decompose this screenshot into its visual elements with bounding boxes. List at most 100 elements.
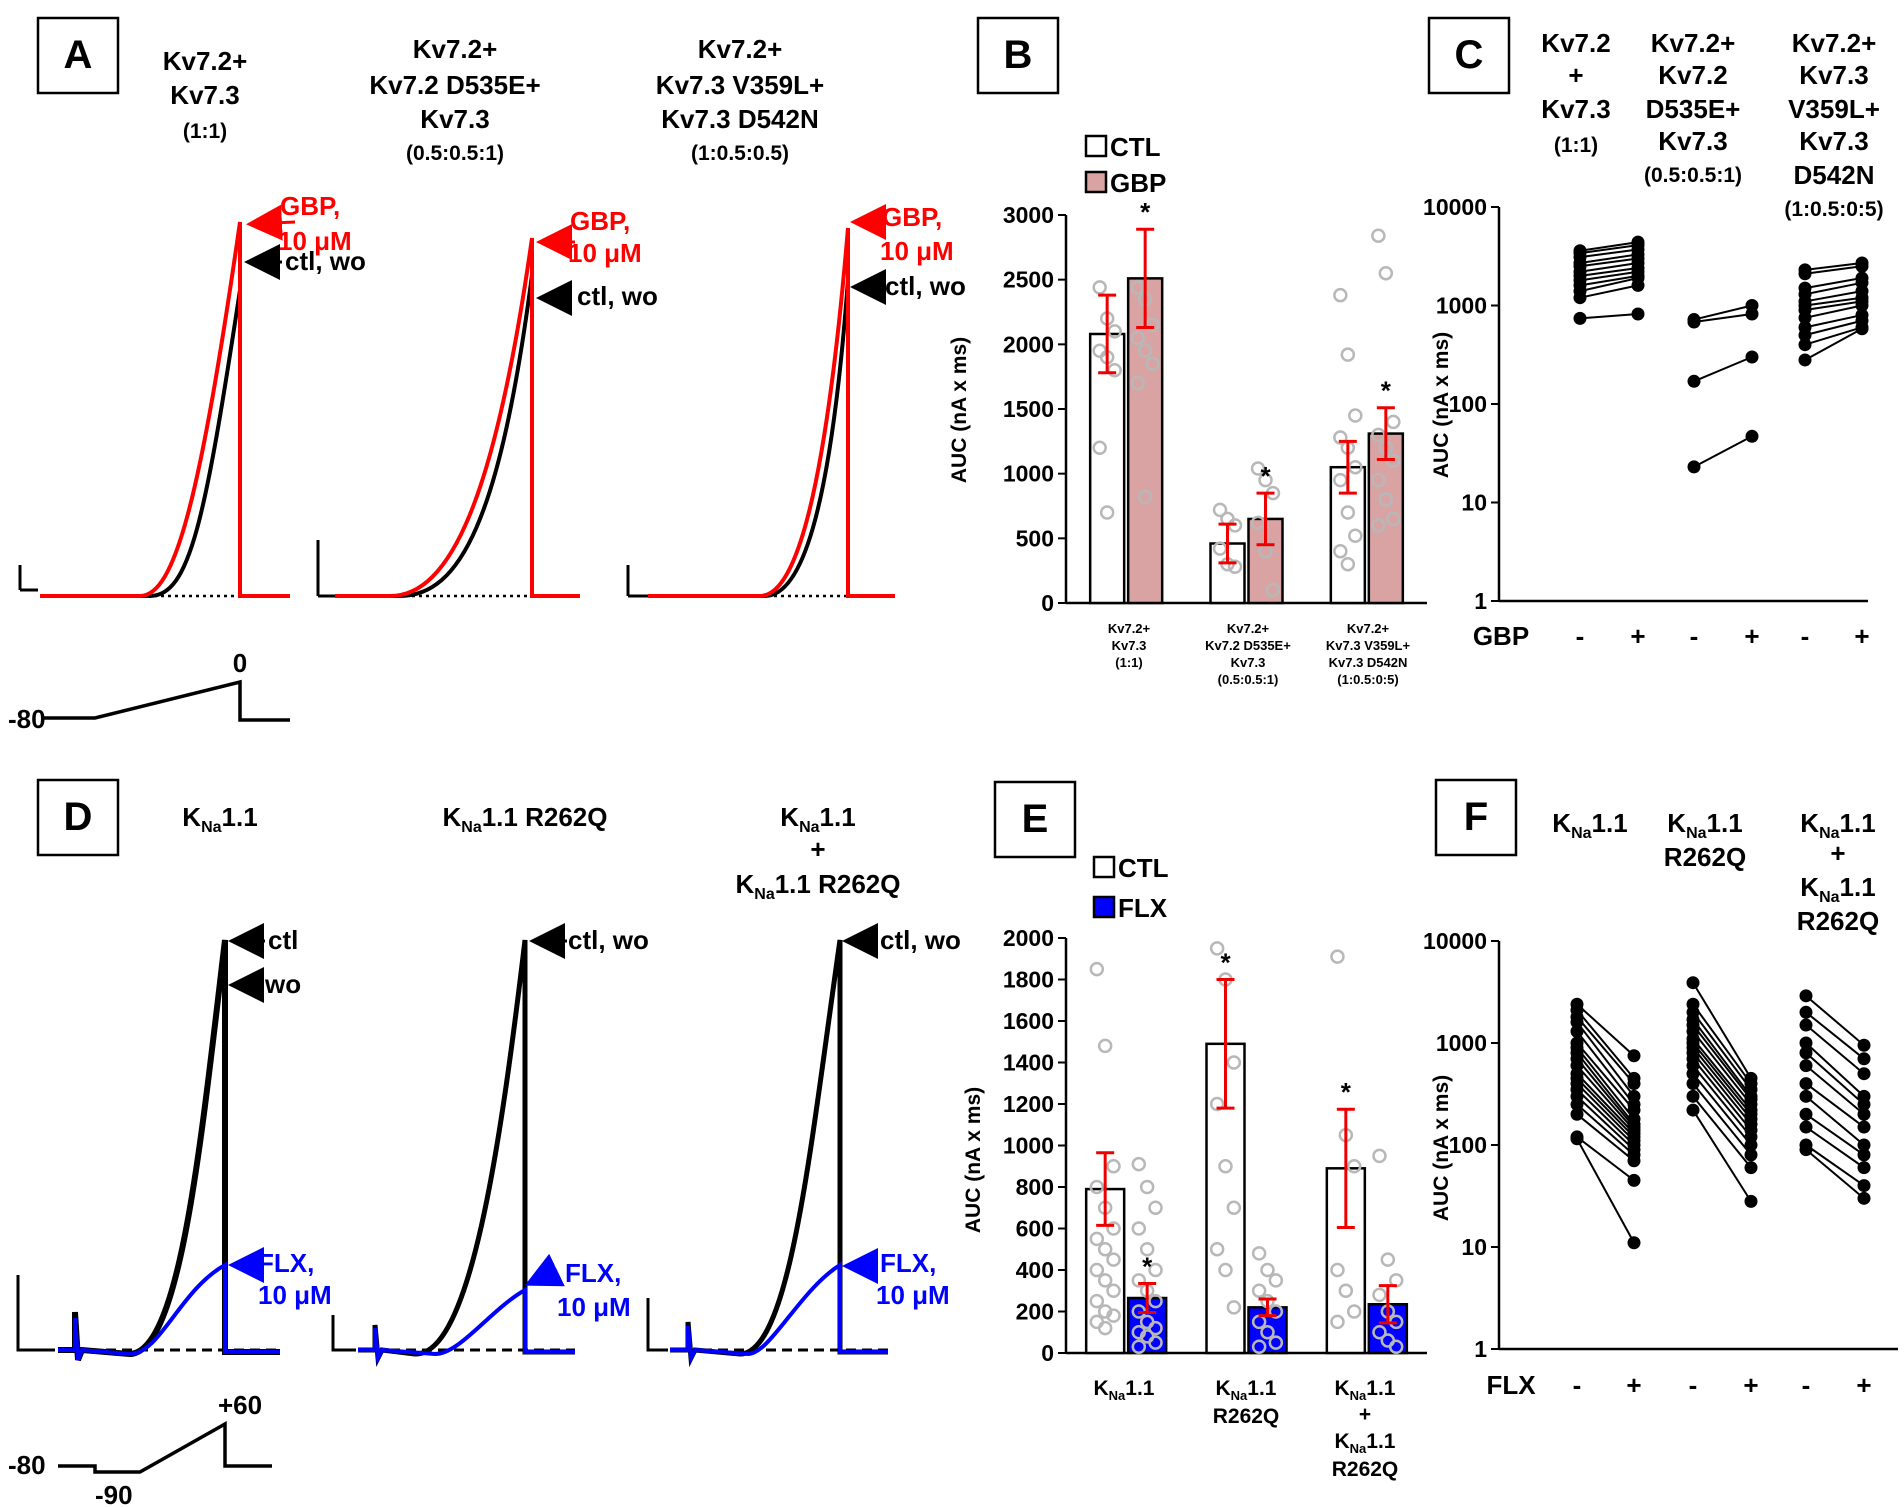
panel-e-point-ctl-0-14 <box>1106 1308 1121 1323</box>
panel-a-ctl-trace-1 <box>40 289 290 598</box>
panel-b-point-gbp-2-6 <box>1371 472 1386 488</box>
panel-f-point-before-2-2 <box>1799 1018 1813 1032</box>
panel-f-title-3-line-4: R262Q <box>1797 906 1879 936</box>
na-sub: Na <box>1231 1388 1248 1403</box>
panel-c-title-1-line-4: (1:1) <box>1554 134 1598 157</box>
panel-c-pair-line-2-4 <box>1804 290 1863 303</box>
panel-f-point-after-2-7 <box>1857 1138 1871 1152</box>
panel-d-flx-label-2-line-2: 10 μM <box>557 1292 631 1322</box>
panel-f-point-after-0-0 <box>1627 1049 1641 1063</box>
panel-e-point-ctl-0-16 <box>1097 1320 1113 1336</box>
panel-e: E CTL FLX AUC (nA x ms) 0 200 400 600 800 100… <box>962 780 1427 1481</box>
panel-d-flx-label-2-line-1: FLX, <box>565 1258 621 1288</box>
num: 1.1 <box>1592 808 1628 838</box>
panel-b-point-ctl-0-0 <box>1092 280 1107 295</box>
panel-f-pair-line-0-9 <box>1576 1064 1635 1131</box>
k-sym: K <box>1216 1377 1231 1400</box>
panel-b-cat-2-line-4: (0.5:0.5:1) <box>1218 672 1279 687</box>
panel-d-ctl-trace-2 <box>358 939 575 1367</box>
panel-b-cat-2-line-3: Kv7.3 <box>1231 655 1266 670</box>
panel-e-ytick-label-2: 400 <box>1016 1257 1054 1283</box>
panel-b-cat-1-line-3: (1:1) <box>1115 655 1142 670</box>
panel-f-pair-line-2-4 <box>1805 1052 1865 1106</box>
panel-c-title-3-line-6: (1:0.5:0:5) <box>1784 198 1883 221</box>
panel-f-pair-line-0-14 <box>1576 1095 1635 1151</box>
panel-d-title-1-text: KNa1.1 <box>182 802 257 836</box>
panel-d-flx-trace-1 <box>58 1261 280 1361</box>
panel-c-title-2-line-1: Kv7.2+ <box>1651 28 1736 58</box>
panel-d-title-3-plus: + <box>810 834 825 864</box>
na-sub: Na <box>1686 825 1707 842</box>
panel-b-point-ctl-2-1 <box>1340 347 1356 362</box>
panel-b-point-ctl-1-5 <box>1227 559 1243 575</box>
panel-c: C Kv7.2 + Kv7.3 (1:1) Kv7.2+ Kv7.2 D535E… <box>1423 16 1884 651</box>
panel-f-title-2-line-1: KNa1.1 <box>1667 808 1742 842</box>
panel-a-title-2-line-3: Kv7.3 <box>420 104 489 134</box>
panel-c-point-before-2-10 <box>1798 338 1812 352</box>
panel-e-point-flx-2-1 <box>1380 1252 1396 1267</box>
panel-e-point-ctl-0-10 <box>1097 1273 1113 1288</box>
na-sub: Na <box>799 819 820 836</box>
panel-e-point-ctl-1-8 <box>1226 1300 1242 1315</box>
panel-f-pair-line-2-1 <box>1805 1011 1865 1060</box>
panel-f-pair-line-0-1 <box>1576 1009 1635 1080</box>
panel-c-pair-line-0-10 <box>1579 284 1639 299</box>
panel-c-ytick-label-1: 10 <box>1461 490 1487 516</box>
panel-f-point-before-0-15 <box>1570 1097 1584 1111</box>
panel-d-voltage-top: +60 <box>218 1390 262 1420</box>
panel-a-voltage-top: 0 <box>233 648 247 678</box>
panel-f-pair-line-0-17 <box>1576 1136 1635 1182</box>
panel-e-point-ctl-1-3 <box>1209 1096 1225 1112</box>
mut-text: R262Q <box>818 869 900 899</box>
panel-d-voltage-hold: -80 <box>8 1450 46 1480</box>
panel-b-cat-1-line-1: Kv7.2+ <box>1108 621 1151 636</box>
panel-c-point-after-1-2 <box>1745 350 1759 364</box>
num: 1.1 <box>1366 1430 1396 1453</box>
panel-e-ytick-label-6: 1200 <box>1003 1091 1054 1117</box>
panel-f-pair-line-0-13 <box>1576 1088 1635 1146</box>
panel-b-chart: 0 500 1000 1500 2000 2500 3000 * * * <box>1003 197 1427 616</box>
na-sub: Na <box>1819 889 1840 906</box>
panel-f-point-after-2-11 <box>1857 1191 1871 1205</box>
panel-b-legend-gbp: GBP <box>1110 168 1166 198</box>
panel-b-point-ctl-0-7 <box>1099 505 1115 520</box>
panel-c-title-3-line-4: Kv7.3 <box>1799 126 1868 156</box>
panel-f-point-before-1-0 <box>1686 976 1700 990</box>
panel-f-pair-line-1-7 <box>1692 1042 1752 1115</box>
num: 1.1 <box>1366 1377 1396 1400</box>
panel-e-cat-3-line-4: R262Q <box>1332 1458 1399 1481</box>
na-sub: Na <box>1350 1388 1367 1403</box>
num: 1.1 <box>775 869 811 899</box>
panel-b-cat-2-line-2: Kv7.2 D535E+ <box>1205 638 1291 653</box>
panel-b-legend-gbp-swatch <box>1084 170 1108 194</box>
panel-b-letter: B <box>1004 33 1033 77</box>
panel-c-point-after-0-11 <box>1631 307 1645 321</box>
panel-e-ytick-label-5: 1000 <box>1003 1133 1054 1159</box>
panel-d-flx-trace-3 <box>670 1261 888 1366</box>
panel-f-point-before-1-12 <box>1686 1067 1700 1081</box>
k-sym: K <box>1335 1377 1350 1400</box>
panel-c-pair-line-2-11 <box>1804 327 1863 361</box>
panel-b-point-gbp-2-0 <box>1371 228 1386 243</box>
panel-f-pair-line-2-10 <box>1805 1144 1865 1187</box>
panel-e-legend-ctl: CTL <box>1118 853 1169 883</box>
panel-d-flx-label-1-line-2: 10 μM <box>258 1280 332 1310</box>
panel-c-pair-line-2-8 <box>1804 314 1863 329</box>
panel-a: A Kv7.2+ Kv7.3 (1:1) Kv7.2+ Kv7.2 D535E+… <box>8 16 966 734</box>
panel-f-sign-3: + <box>1743 1370 1758 1400</box>
panel-e-ytick-label-10: 2000 <box>1003 925 1054 951</box>
panel-a-title-3-line-2: Kv7.3 V359L+ <box>656 70 824 100</box>
panel-f-point-before-0-3 <box>1570 1015 1584 1029</box>
panel-e-categories: KNa1.1 KNa1.1 R262Q KNa1.1 + KNa1.1 R262… <box>1094 1377 1399 1481</box>
panel-e-point-flx-1-0 <box>1251 1246 1267 1261</box>
panel-e-point-ctl-0-12 <box>1089 1293 1105 1309</box>
mut <box>518 802 525 832</box>
panel-e-point-ctl-0-9 <box>1089 1262 1105 1278</box>
k-sym: K <box>1800 808 1819 838</box>
na-sub: Na <box>201 819 222 836</box>
panel-f-ytick-label-4: 10000 <box>1423 928 1487 954</box>
panel-e-legend-flx-swatch <box>1092 895 1116 919</box>
panel-c-ylabel: AUC (nA x ms) <box>1430 332 1453 478</box>
panel-c-pair-line-2-1 <box>1804 265 1863 275</box>
panel-f-point-after-2-10 <box>1857 1179 1871 1193</box>
